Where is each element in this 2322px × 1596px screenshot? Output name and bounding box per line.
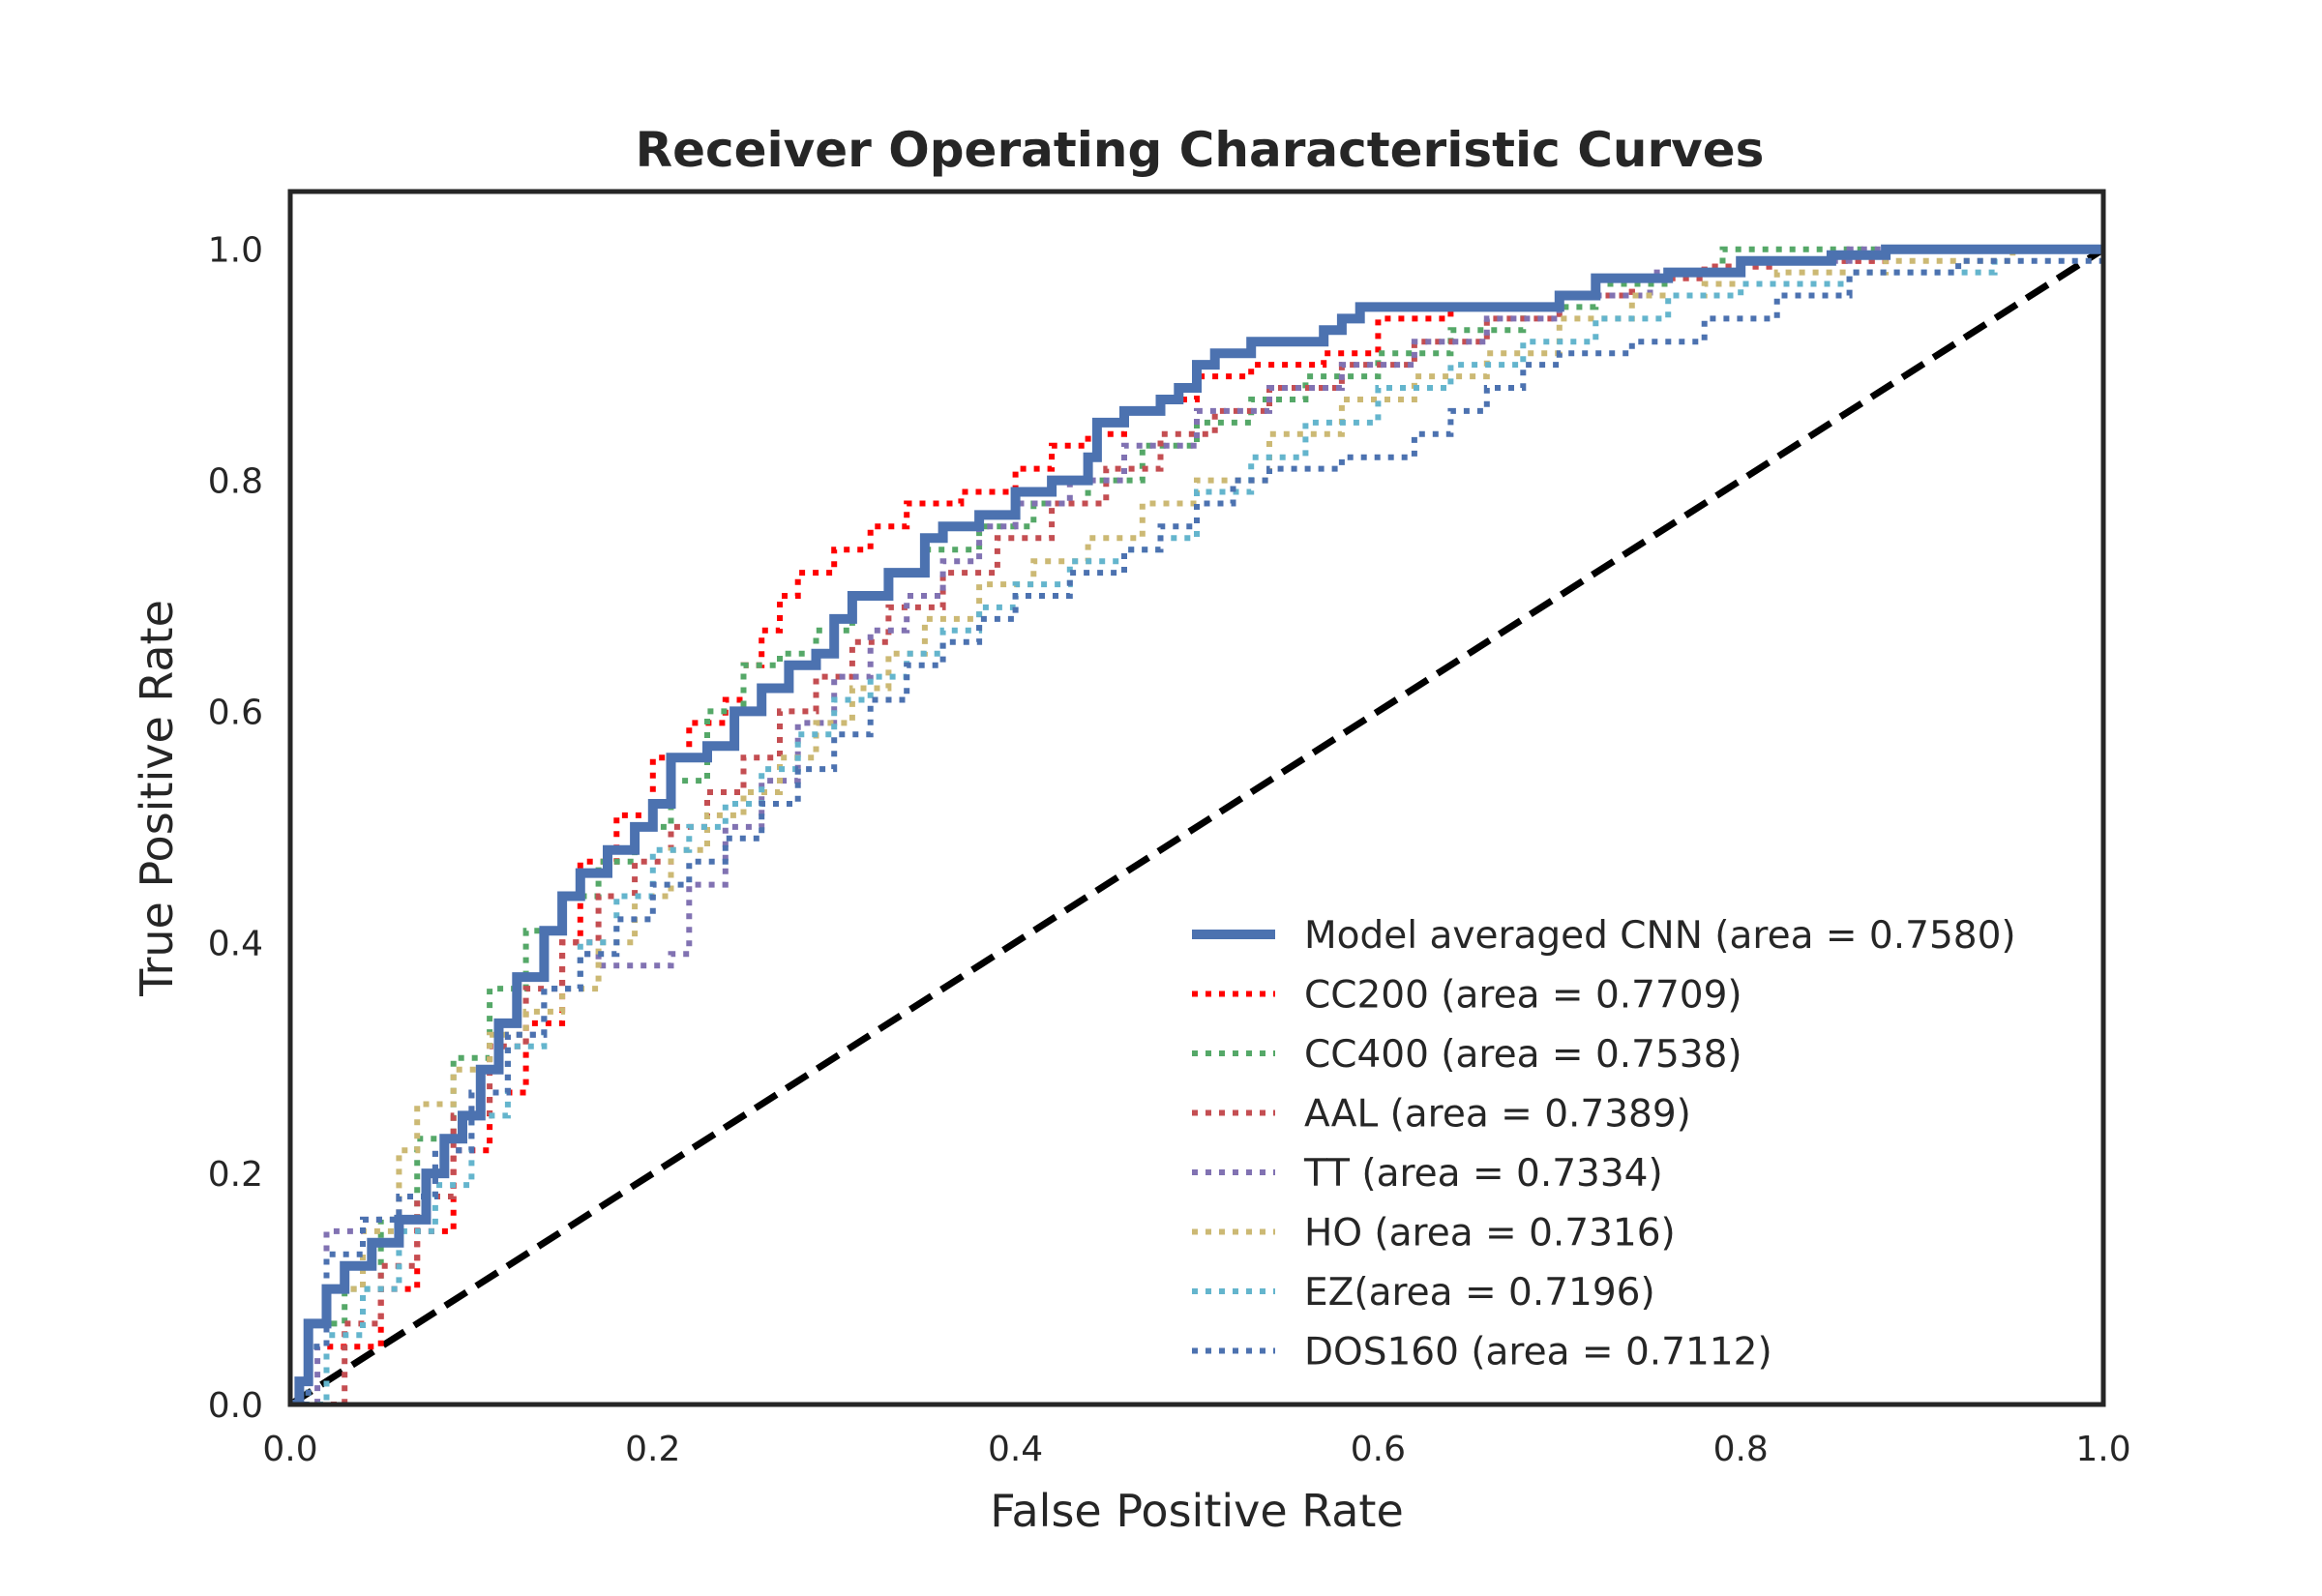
y-tick-label: 0.2 — [208, 1155, 263, 1195]
legend: Model averaged CNN (area = 0.7580) CC200 … — [1192, 914, 2016, 1374]
y-tick-label: 0.8 — [208, 462, 263, 502]
x-tick-label: 0.0 — [262, 1430, 317, 1469]
x-tick-label: 0.8 — [1713, 1430, 1769, 1469]
y-axis-ticks: 0.0 0.2 0.4 0.6 0.8 1.0 — [208, 231, 263, 1426]
x-axis-ticks: 0.0 0.2 0.4 0.6 0.8 1.0 — [262, 1430, 2130, 1469]
plot-frame — [287, 189, 2106, 1407]
chance-diagonal-line — [290, 246, 2103, 1404]
roc-curve-cc200 — [290, 246, 2103, 1404]
legend-entry-label: CC400 (area = 0.7538) — [1304, 1033, 1742, 1077]
roc-curve-ez — [290, 246, 2103, 1404]
x-tick-label: 0.6 — [1351, 1430, 1406, 1469]
roc-curve-aal — [290, 246, 2103, 1404]
legend-entry-label: Model averaged CNN (area = 0.7580) — [1304, 914, 2016, 958]
roc-curve-ho — [290, 246, 2103, 1404]
y-tick-label: 0.0 — [208, 1386, 263, 1426]
roc-curve-dos160 — [290, 249, 2103, 1404]
legend-entry-label: CC200 (area = 0.7709) — [1304, 974, 1742, 1018]
y-tick-label: 1.0 — [208, 231, 263, 271]
chart-title: Receiver Operating Characteristic Curves — [636, 122, 1765, 178]
legend-entry-label: DOS160 (area = 0.7112) — [1304, 1331, 1772, 1374]
legend-entry-label: HO (area = 0.7316) — [1304, 1212, 1676, 1256]
y-axis-label: True Positive Rate — [131, 600, 183, 997]
legend-entry-label: TT (area = 0.7334) — [1303, 1152, 1663, 1196]
x-tick-label: 0.4 — [988, 1430, 1043, 1469]
x-tick-label: 0.2 — [625, 1430, 680, 1469]
y-tick-label: 0.6 — [208, 693, 263, 732]
y-tick-label: 0.4 — [208, 924, 263, 963]
series-layer — [290, 244, 2103, 1404]
legend-entry-label: EZ(area = 0.7196) — [1304, 1271, 1655, 1315]
x-axis-label: False Positive Rate — [990, 1485, 1404, 1537]
roc-curve-model — [290, 244, 2103, 1404]
x-tick-label: 1.0 — [2075, 1430, 2130, 1469]
legend-entry-label: AAL (area = 0.7389) — [1304, 1093, 1691, 1137]
